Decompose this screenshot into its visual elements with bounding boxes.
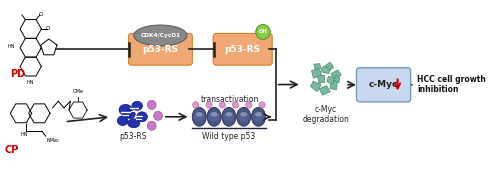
Polygon shape bbox=[312, 68, 322, 78]
Ellipse shape bbox=[118, 116, 128, 125]
Ellipse shape bbox=[192, 107, 206, 126]
Text: CDK4/CycD1: CDK4/CycD1 bbox=[140, 33, 180, 38]
FancyBboxPatch shape bbox=[128, 33, 192, 65]
Ellipse shape bbox=[208, 112, 220, 122]
Circle shape bbox=[206, 102, 212, 108]
Text: p53-RS: p53-RS bbox=[224, 45, 260, 54]
Polygon shape bbox=[314, 64, 321, 69]
Text: p53-RS: p53-RS bbox=[119, 132, 146, 141]
Ellipse shape bbox=[224, 112, 234, 122]
Text: transactivation: transactivation bbox=[200, 95, 259, 104]
Ellipse shape bbox=[255, 112, 262, 117]
Ellipse shape bbox=[194, 112, 205, 122]
Circle shape bbox=[192, 102, 199, 108]
Polygon shape bbox=[310, 81, 321, 92]
Ellipse shape bbox=[134, 25, 187, 46]
Text: HCC cell growth
inhibition: HCC cell growth inhibition bbox=[417, 75, 486, 94]
Text: PD: PD bbox=[10, 69, 25, 79]
Ellipse shape bbox=[240, 112, 247, 117]
Text: NMe₂: NMe₂ bbox=[46, 138, 59, 143]
Ellipse shape bbox=[126, 110, 135, 119]
Text: HN: HN bbox=[8, 44, 15, 49]
Ellipse shape bbox=[132, 101, 142, 110]
Ellipse shape bbox=[128, 119, 140, 128]
Ellipse shape bbox=[253, 112, 264, 122]
Polygon shape bbox=[330, 80, 337, 90]
Ellipse shape bbox=[196, 112, 203, 117]
Ellipse shape bbox=[136, 112, 147, 122]
Text: c-Myc: c-Myc bbox=[369, 80, 398, 89]
Ellipse shape bbox=[119, 104, 132, 115]
Circle shape bbox=[154, 111, 162, 120]
Polygon shape bbox=[326, 62, 334, 70]
Circle shape bbox=[232, 102, 238, 108]
Circle shape bbox=[256, 24, 270, 39]
Ellipse shape bbox=[207, 107, 221, 126]
Text: OH: OH bbox=[258, 30, 268, 34]
Ellipse shape bbox=[236, 107, 250, 126]
Text: HN: HN bbox=[27, 80, 34, 85]
FancyBboxPatch shape bbox=[213, 33, 272, 65]
Ellipse shape bbox=[210, 112, 218, 117]
Ellipse shape bbox=[222, 107, 236, 126]
FancyBboxPatch shape bbox=[356, 68, 410, 102]
Circle shape bbox=[219, 102, 226, 108]
Ellipse shape bbox=[252, 107, 266, 126]
Text: O: O bbox=[46, 26, 50, 31]
Polygon shape bbox=[334, 75, 340, 83]
Circle shape bbox=[148, 121, 156, 130]
Polygon shape bbox=[327, 76, 335, 84]
Text: HN: HN bbox=[20, 132, 28, 137]
Ellipse shape bbox=[238, 112, 250, 122]
Circle shape bbox=[259, 102, 265, 108]
Circle shape bbox=[148, 100, 156, 109]
Polygon shape bbox=[330, 70, 341, 81]
Ellipse shape bbox=[226, 112, 232, 117]
Polygon shape bbox=[318, 75, 324, 83]
Circle shape bbox=[246, 102, 252, 108]
Text: p53-RS: p53-RS bbox=[142, 45, 178, 54]
Polygon shape bbox=[320, 86, 330, 95]
Text: O: O bbox=[38, 12, 42, 17]
Polygon shape bbox=[320, 66, 331, 74]
Text: CP: CP bbox=[4, 145, 18, 155]
Text: OMe: OMe bbox=[72, 89, 84, 94]
Text: Wild type p53: Wild type p53 bbox=[202, 132, 256, 141]
Text: c-Myc
degradation: c-Myc degradation bbox=[302, 105, 350, 124]
